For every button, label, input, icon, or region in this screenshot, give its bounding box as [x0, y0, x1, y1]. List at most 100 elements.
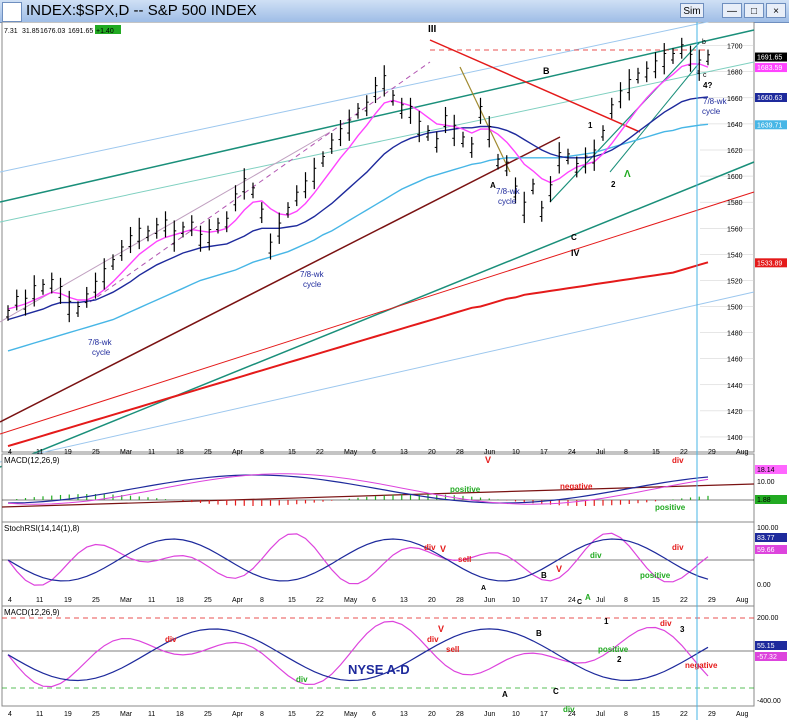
ad-annotation: C — [553, 687, 559, 696]
stoch-annotation: A — [585, 593, 591, 602]
stochrsi-panel — [1, 521, 755, 607]
x-tick-label-price: 8 — [260, 449, 264, 456]
value-label: 200.00 — [757, 615, 779, 622]
x-tick-label: Apr — [232, 711, 244, 718]
price-annotation: 4? — [703, 81, 712, 90]
x-tick-label-stoch: 28 — [456, 597, 464, 604]
value-label: 1533.89 — [757, 260, 782, 267]
osc-line — [7, 538, 709, 582]
value-tag — [755, 93, 787, 103]
x-tick-label: 25 — [204, 711, 212, 718]
value-tag — [755, 652, 787, 661]
close-icon[interactable]: × — [766, 3, 786, 18]
macd-series — [1, 473, 755, 508]
stoch-annotation: B — [541, 571, 547, 580]
price-annotation: b — [702, 39, 706, 46]
x-tick-label-price: Jul — [596, 449, 605, 456]
value-label: 18.14 — [757, 467, 775, 474]
adline-panel — [1, 605, 755, 707]
value-label: 1.88 — [757, 497, 771, 504]
x-tick-label: Mar — [120, 711, 133, 718]
trend-line — [0, 191, 755, 435]
x-tick-label: 15 — [652, 711, 660, 718]
y-tick-label: 1620 — [727, 148, 743, 155]
x-tick-label-stoch: 11 — [36, 597, 43, 604]
x-tick-label: 15 — [288, 711, 296, 718]
change-badge — [95, 25, 121, 34]
stoch-annotation: A — [481, 585, 486, 592]
x-tick-label-stoch: Mar — [120, 597, 133, 604]
x-tick-label: 10 — [512, 711, 520, 718]
y-tick-label: 1500 — [727, 305, 743, 312]
y-tick-label: 1660 — [727, 96, 743, 103]
price-annotation: cycle — [92, 348, 111, 357]
x-tick-label-stoch: May — [344, 597, 358, 604]
trend-line — [0, 22, 710, 173]
ad-annotation: 2 — [617, 655, 622, 664]
header-value: 31.85 — [22, 28, 40, 35]
price-annotation: c — [703, 72, 707, 79]
x-tick-label-price: 25 — [92, 449, 100, 456]
adline-right-labels: 200.00 55.15 -57.32 -400.00 — [755, 615, 787, 705]
trend-line — [459, 66, 511, 173]
app-icon — [2, 2, 22, 22]
trend-line — [0, 136, 561, 423]
sim-button[interactable]: Sim — [680, 3, 704, 18]
value-label: 10.00 — [757, 479, 775, 486]
stochrsi-label: StochRSI(14,14(1),8) — [4, 524, 80, 533]
x-tick-label-price: 28 — [456, 449, 464, 456]
x-tick-label-stoch: 17 — [540, 597, 548, 604]
y-tick-label: 1680 — [727, 70, 743, 77]
title-bar: INDEX:$SPX,D -- S&P 500 INDEX Sim — □ × — [0, 0, 789, 23]
x-tick-label-stoch: 15 — [652, 597, 660, 604]
trend-line — [0, 291, 755, 463]
stoch-annotation: sell — [458, 555, 471, 564]
osc-line — [7, 474, 709, 504]
price-right-labels: 1691.65 1683.59 1660.63 1639.71 1533.89 — [755, 52, 787, 268]
x-tick-label-stoch: 25 — [92, 597, 100, 604]
ma-line-3 — [7, 123, 709, 352]
x-tick-label-price: Apr — [232, 449, 244, 456]
x-tick-label-price: 6 — [372, 449, 376, 456]
x-tick-label-stoch: 18 — [176, 597, 184, 604]
macd-annotation: positive — [450, 485, 481, 494]
x-tick-label: 6 — [372, 711, 376, 718]
trend-line — [0, 61, 755, 223]
x-tick-label: 8 — [260, 711, 264, 718]
value-label: 59.66 — [757, 547, 775, 554]
value-tag — [755, 258, 787, 268]
value-tag — [755, 495, 787, 504]
trend-line — [89, 61, 431, 303]
stoch-annotation: div — [424, 543, 436, 552]
trend-line — [0, 161, 755, 468]
price-annotation: 1 — [588, 121, 593, 130]
x-tick-label-price: 11 — [148, 449, 155, 456]
x-tick-label-stoch: 8 — [624, 597, 628, 604]
ad-annotation: div — [563, 705, 575, 714]
ad-annotation: A — [502, 690, 508, 699]
chart-area: 1700168016601640162016001580156015401520… — [0, 22, 787, 720]
x-tick-label-price: 10 — [512, 449, 520, 456]
value-tag — [755, 52, 787, 62]
macd-annotation: negative — [560, 482, 593, 491]
x-tick-label-price: May — [344, 449, 358, 456]
macd-trend — [1, 483, 755, 508]
x-tick-label-price: 17 — [540, 449, 548, 456]
x-tick-label: 11 — [36, 711, 43, 718]
value-label: 55.15 — [757, 643, 775, 650]
x-tick-label-stoch: 13 — [400, 597, 408, 604]
x-tick-label-price: Mar — [120, 449, 133, 456]
header-value: 1691.65 — [68, 28, 93, 35]
x-tick-label-price: 22 — [680, 449, 688, 456]
price-annotation: B — [543, 66, 550, 76]
y-tick-label: 1640 — [727, 122, 743, 129]
minimize-icon[interactable]: — — [722, 3, 742, 18]
maximize-icon[interactable]: □ — [744, 3, 764, 18]
macd-annotation: div — [672, 456, 684, 465]
x-tick-label: Jul — [596, 711, 605, 718]
ad-annotation: positive — [598, 645, 629, 654]
stoch-annotation: div — [590, 551, 602, 560]
trend-line — [0, 29, 755, 203]
